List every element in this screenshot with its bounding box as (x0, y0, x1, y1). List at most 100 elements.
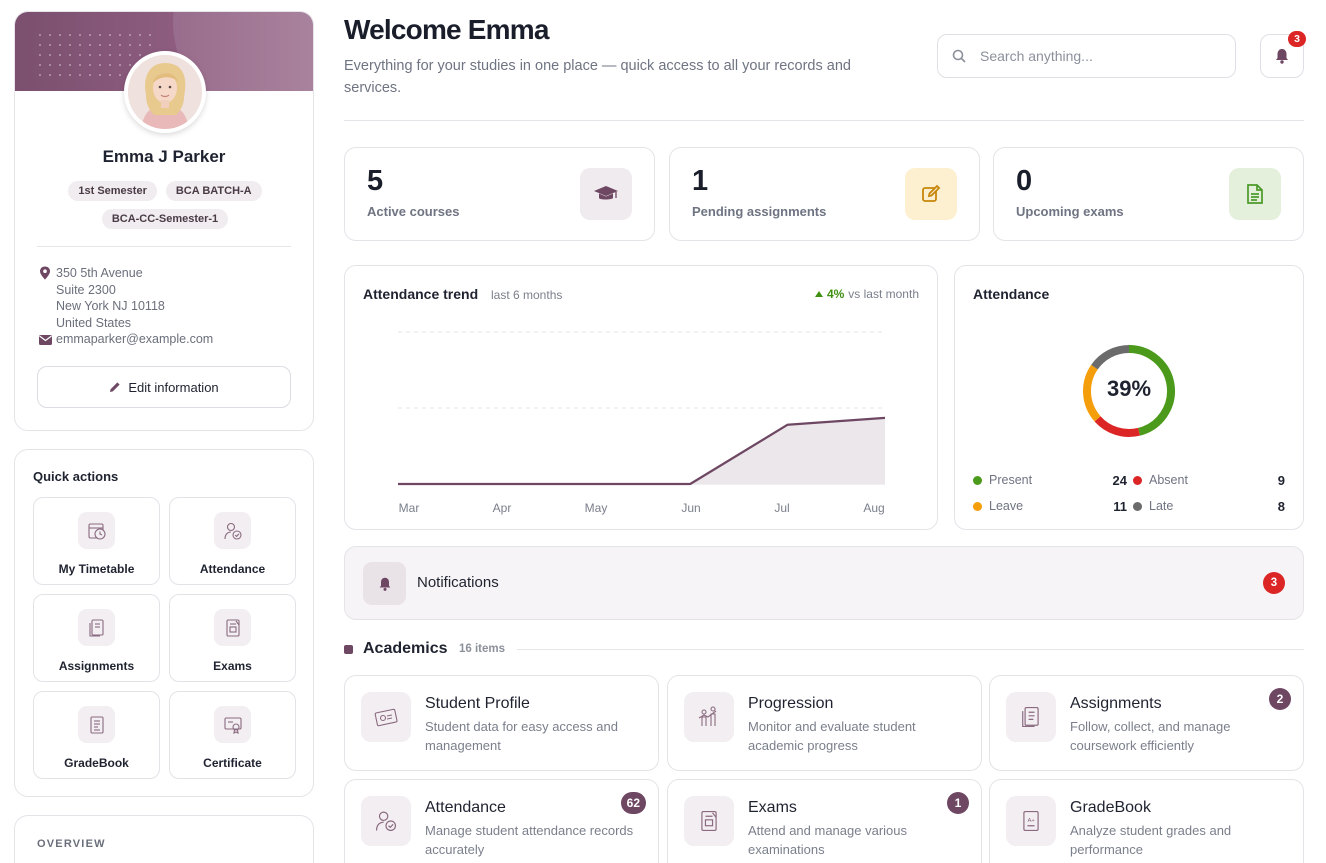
quick-action-exams[interactable]: Exams (169, 594, 296, 682)
x-tick-label: Apr (493, 501, 512, 515)
legend-dot (973, 475, 982, 485)
edit-information-button[interactable]: Edit information (37, 366, 291, 408)
stat-label: Active courses (367, 204, 460, 219)
quick-action-label: Certificate (203, 756, 262, 770)
tag-semester: 1st Semester (68, 181, 157, 201)
page-title: Welcome Emma (344, 14, 549, 45)
stat-label: Upcoming exams (1016, 204, 1124, 219)
attendance-icon (361, 796, 411, 846)
student-profile-icon (361, 692, 411, 742)
legend-value: 24 (1112, 473, 1127, 488)
module-student-profile[interactable]: Student Profile Student data for easy ac… (344, 675, 659, 771)
email-row: emmaparker@example.com (39, 332, 213, 346)
module-title: Student Profile (425, 695, 530, 712)
notifications-panel[interactable]: Notifications 3 (344, 546, 1304, 620)
stat-card-upcoming-exams[interactable]: 0 Upcoming exams (993, 147, 1304, 241)
module-exams[interactable]: Exams Attend and manage various examinat… (667, 779, 982, 863)
module-title: Progression (748, 695, 834, 712)
module-attendance[interactable]: Attendance Manage student attendance rec… (344, 779, 659, 863)
email-text[interactable]: emmaparker@example.com (56, 332, 214, 346)
address: 350 5th Avenue Suite 2300 New York NJ 10… (39, 265, 165, 331)
legend-value: 11 (1113, 499, 1127, 514)
quick-action-attendance[interactable]: Attendance (169, 497, 296, 585)
assignments-icon (78, 609, 115, 646)
module-progression[interactable]: Progression Monitor and evaluate student… (667, 675, 982, 771)
module-badge: 2 (1269, 688, 1291, 710)
exams-icon (684, 796, 734, 846)
search-input[interactable] (980, 48, 1220, 64)
quick-action-assignments[interactable]: Assignments (33, 594, 160, 682)
search-box[interactable] (937, 34, 1236, 78)
module-title: Assignments (1070, 695, 1162, 712)
donut-slice-late (1091, 345, 1130, 370)
assignments-icon (1006, 692, 1056, 742)
exams-icon (214, 609, 251, 646)
attendance-icon (214, 512, 251, 549)
legend-label: Present (989, 473, 1033, 487)
academics-divider (517, 649, 1304, 650)
address-line-2: Suite 2300 (56, 282, 116, 297)
document-icon (1229, 168, 1281, 220)
module-badge: 62 (620, 792, 646, 814)
tag-course: BCA-CC-Semester-1 (101, 209, 229, 229)
stat-value: 5 (367, 165, 384, 197)
stat-card-pending-assignments[interactable]: 1 Pending assignments (669, 147, 980, 241)
trend-delta: 4% vs last month (814, 287, 919, 301)
address-line-4: United States (56, 315, 132, 330)
trend-subtitle: last 6 months (491, 288, 563, 302)
module-title: Exams (748, 799, 797, 816)
legend-value: 8 (1277, 499, 1285, 514)
legend-dot (1133, 475, 1142, 485)
attendance-percent: 39% (1106, 376, 1152, 401)
quick-actions-card: Quick actions My Timetable Attendance As… (14, 449, 314, 797)
module-description: Student data for easy access and managem… (425, 719, 618, 753)
attendance-donut-chart (1083, 345, 1175, 437)
address-line-3: New York NJ 10118 (56, 299, 165, 313)
address-line-1: 350 5th Avenue (56, 266, 143, 280)
arrow-up-icon (814, 291, 823, 297)
edit-information-label: Edit information (128, 379, 219, 395)
gradebook-icon (78, 706, 115, 743)
module-title: Attendance (425, 799, 506, 816)
module-description: Manage student attendance records accura… (425, 823, 634, 857)
legend-absent: Absent (1133, 473, 1188, 487)
trend-title: Attendance trend (363, 286, 479, 302)
profile-card: Emma J Parker 1st Semester BCA BATCH-A B… (14, 11, 314, 431)
quick-action-gradebook[interactable]: GradeBook (33, 691, 160, 779)
quick-actions-title: Quick actions (33, 469, 119, 484)
trend-delta-value: 4% (826, 287, 845, 301)
svg-text:A+: A+ (1027, 818, 1035, 824)
stat-label: Pending assignments (692, 204, 827, 219)
page-subtitle: Everything for your studies in one place… (344, 58, 851, 96)
pencil-icon (110, 382, 120, 392)
attendance-card: Attendance 39% Present 24 Absent 9 Leave… (954, 265, 1304, 530)
x-tick-label: May (585, 501, 608, 515)
quick-action-my-timetable[interactable]: My Timetable (33, 497, 160, 585)
bell-icon (363, 562, 406, 605)
quick-action-certificate[interactable]: Certificate (169, 691, 296, 779)
profile-name: Emma J Parker (102, 147, 226, 166)
module-assignments[interactable]: Assignments Follow, collect, and manage … (989, 675, 1304, 771)
bell-icon (1276, 49, 1288, 64)
module-gradebook[interactable]: A+ GradeBook Analyze student grades and … (989, 779, 1304, 863)
academics-count: 16 items (459, 643, 506, 655)
overview-card: OVERVIEW (14, 815, 314, 863)
legend-late: Late (1133, 499, 1173, 513)
donut-slice-present (1128, 345, 1175, 436)
legend-leave: Leave (973, 499, 1023, 513)
x-tick-label: Jun (681, 501, 700, 515)
section-marker (344, 645, 353, 654)
certificate-icon (214, 706, 251, 743)
avatar[interactable] (124, 51, 206, 133)
donut-slice-leave (1083, 364, 1101, 422)
quick-action-label: Assignments (58, 659, 135, 673)
gradebook-icon: A+ (1006, 796, 1056, 846)
academics-title: Academics (363, 640, 448, 657)
attendance-title: Attendance (973, 286, 1050, 302)
notifications-label: Notifications (417, 574, 499, 591)
graduation-cap-icon (580, 168, 632, 220)
legend-dot (973, 501, 982, 511)
stat-card-active-courses[interactable]: 5 Active courses (344, 147, 655, 241)
module-description: Attend and manage various examinations (748, 823, 907, 857)
legend-present: Present (973, 473, 1032, 487)
